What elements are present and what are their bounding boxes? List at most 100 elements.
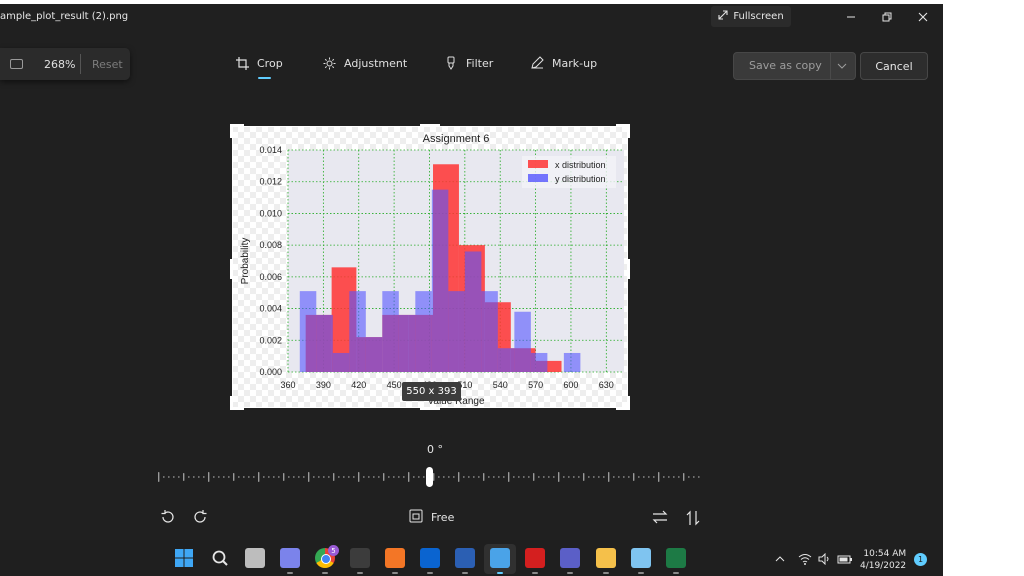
crop-handle-top-left-v[interactable] <box>230 124 233 138</box>
wifi-icon[interactable] <box>798 548 812 568</box>
crop-handle-top-right-v[interactable] <box>627 124 630 138</box>
system-clock[interactable]: 10:54 AM 4/19/2022 <box>860 548 906 572</box>
y-tick-label: 0.008 <box>259 240 282 250</box>
task-view-icon[interactable] <box>245 548 265 568</box>
crop-handle-left[interactable] <box>230 259 233 279</box>
close-button[interactable] <box>908 8 938 26</box>
tab-crop[interactable]: Crop <box>235 56 283 70</box>
ruler-tick <box>663 476 665 478</box>
ruler-tick <box>303 476 305 478</box>
flip-horizontal-button[interactable] <box>651 509 669 527</box>
save-as-copy-button[interactable]: Save as copy <box>733 52 856 80</box>
file-explorer-icon[interactable] <box>596 548 616 568</box>
ruler-tick <box>628 476 630 478</box>
ruler-tick <box>173 476 175 478</box>
ruler-tick <box>263 476 265 478</box>
aspect-ratio-button[interactable]: Free <box>409 509 454 526</box>
chevron-down-icon[interactable] <box>836 57 848 75</box>
terminal-icon[interactable] <box>350 548 370 568</box>
fit-to-window-icon[interactable] <box>10 59 23 69</box>
flip-vertical-button[interactable] <box>685 509 703 527</box>
histogram-bar <box>398 314 416 372</box>
acrobat-icon[interactable] <box>525 548 545 568</box>
ruler-tick <box>338 476 340 478</box>
battery-icon[interactable] <box>837 548 853 568</box>
ruler-tick <box>468 476 470 478</box>
teams-chat-icon[interactable] <box>280 548 300 568</box>
crop-handle-right[interactable] <box>627 259 630 279</box>
ruler-tick <box>573 476 575 478</box>
straighten-slider[interactable] <box>155 466 705 488</box>
volume-icon[interactable] <box>818 548 832 568</box>
fullscreen-button[interactable]: Fullscreen <box>711 6 791 27</box>
crop-handle-bottom-right[interactable] <box>616 407 630 410</box>
image-canvas[interactable]: 360390420450480510540570600630 0.0000.00… <box>232 126 628 408</box>
y-tick-labels: 0.000 0.002 0.004 0.006 0.008 0.010 0.012 0.014 <box>259 145 282 377</box>
save-as-copy-label: Save as copy <box>749 59 822 72</box>
ruler-tick <box>318 476 320 478</box>
y-tick-label: 0.012 <box>259 177 282 187</box>
x-tick-label: 360 <box>280 380 295 390</box>
ruler-tick <box>508 472 510 482</box>
ruler-tick <box>248 476 250 478</box>
ruler-tick <box>518 476 520 478</box>
split-divider <box>830 53 831 79</box>
crop-handle-bottom-left-v[interactable] <box>230 396 233 410</box>
tab-adjustment[interactable]: Adjustment <box>322 56 407 70</box>
tab-filter-label: Filter <box>466 56 494 70</box>
photos-icon[interactable] <box>490 548 510 568</box>
y-tick-label: 0.004 <box>259 304 282 314</box>
ruler-tick <box>208 472 210 482</box>
ruler-tick <box>553 476 555 478</box>
notepad-icon[interactable] <box>631 548 651 568</box>
tab-markup[interactable]: Mark-up <box>530 56 597 70</box>
crop-handle-bottom-left[interactable] <box>230 407 244 410</box>
slider-thumb <box>426 467 433 487</box>
zoom-level[interactable]: 268% <box>44 58 76 71</box>
crop-handle-bottom[interactable] <box>420 407 440 410</box>
ruler-tick <box>528 476 530 478</box>
ruler-tick <box>523 476 525 478</box>
cancel-button[interactable]: Cancel <box>860 52 928 80</box>
histogram-bar <box>349 291 366 372</box>
teams-icon[interactable] <box>560 548 580 568</box>
notification-badge[interactable]: 1 <box>914 553 927 566</box>
y-tick-label: 0.002 <box>259 335 282 345</box>
ruler-tick <box>688 476 690 478</box>
rotate-right-button[interactable] <box>192 509 210 527</box>
minimize-button[interactable] <box>836 8 866 26</box>
crop-handle-bottom-right-v[interactable] <box>627 396 630 410</box>
ruler-tick <box>588 476 590 478</box>
rotate-left-button[interactable] <box>160 509 178 527</box>
show-hidden-icons-button[interactable] <box>775 548 785 567</box>
active-tab-indicator <box>258 77 271 79</box>
ruler-tick <box>673 476 675 478</box>
tab-filter[interactable]: Filter <box>444 56 493 70</box>
ruler-tick <box>443 476 445 478</box>
ruler-tick <box>563 476 565 478</box>
word-icon[interactable] <box>455 548 475 568</box>
reset-button[interactable]: Reset <box>92 58 123 71</box>
jupyter-icon[interactable] <box>385 548 405 568</box>
crop-handle-top-left[interactable] <box>230 124 244 127</box>
ruler-tick <box>183 473 185 481</box>
ruler-tick <box>633 473 635 481</box>
ruler-tick <box>603 476 605 478</box>
crop-handle-top[interactable] <box>420 124 440 127</box>
crop-handle-top-right[interactable] <box>616 124 630 127</box>
running-indicator <box>287 572 293 574</box>
outlook-icon[interactable] <box>420 548 440 568</box>
ruler-tick <box>323 476 325 478</box>
windows-start-icon[interactable] <box>174 548 194 568</box>
x-tick-label: 570 <box>528 380 543 390</box>
excel-icon[interactable] <box>666 548 686 568</box>
ruler-tick <box>423 476 425 478</box>
ruler-tick <box>638 476 640 478</box>
histogram-bar <box>497 348 515 372</box>
running-indicator <box>322 572 328 574</box>
restore-button[interactable] <box>872 8 902 26</box>
ruler-tick <box>168 476 170 478</box>
ruler-tick <box>363 476 365 478</box>
x-tick-label: 630 <box>599 380 614 390</box>
search-icon[interactable] <box>210 548 230 568</box>
